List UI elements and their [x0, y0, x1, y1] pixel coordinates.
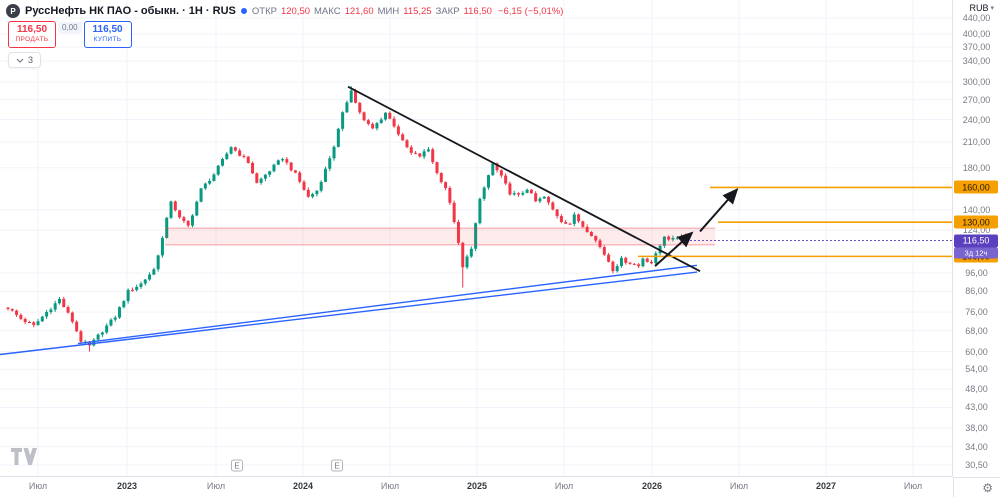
price-label-30,50: 30,50 [965, 460, 988, 470]
low-value: 115,25 [403, 5, 432, 17]
price-label-86,00: 86,00 [965, 286, 988, 297]
time-label-Июл: Июл [903, 481, 923, 491]
time-label-2025: 2025 [466, 481, 488, 491]
price-label-340,00: 340,00 [962, 56, 991, 67]
breakout-arrow-2[interactable] [699, 188, 739, 233]
candlestick-series [6, 86, 688, 352]
object-tree-toggle[interactable]: 3 [8, 52, 42, 68]
high-value: 121,60 [344, 5, 374, 17]
time-label-2027: 2027 [815, 481, 837, 491]
price-label-34,00: 34,00 [965, 441, 988, 452]
time-label-Июл: Июл [28, 481, 48, 491]
breakout-arrow-1[interactable] [654, 231, 694, 267]
event-marker[interactable]: E [231, 459, 243, 472]
open-value: 120,50 [280, 5, 311, 17]
time-label-2024: 2024 [292, 481, 314, 491]
price-label-43,00: 43,00 [965, 402, 988, 413]
resistance-zone[interactable] [165, 228, 715, 245]
price-label-240,00: 240,00 [962, 114, 991, 125]
currency-selector[interactable]: RUB ▾ [968, 3, 995, 13]
price-label-38,00: 38,00 [965, 423, 988, 434]
chevron-down-icon [16, 58, 24, 63]
time-label-Июл: Июл [206, 481, 226, 491]
sell-button[interactable]: 116,50 ПРОДАТЬ [8, 21, 56, 48]
trade-buttons: 116,50 ПРОДАТЬ 0,00 116,50 КУПИТЬ [8, 21, 132, 48]
high-label: МАКС [314, 5, 341, 17]
price-label-300,00: 300,00 [962, 77, 991, 88]
currency-label: RUB [969, 3, 989, 13]
price-label-68,00: 68,00 [965, 325, 988, 336]
grid-lines [0, 0, 953, 477]
price-axis[interactable]: RUB ▾ 440,00 400,00 370,00 340,00 300,00 270,… [952, 0, 1000, 477]
sell-price: 116,50 [16, 24, 48, 35]
open-label: ОТКР [251, 5, 277, 17]
low-label: МИН [377, 5, 400, 17]
symbol-logo[interactable]: Р [6, 4, 20, 18]
price-label-180,00: 180,00 [962, 162, 991, 173]
change-value: −6,15 (−5,01%) [497, 5, 564, 17]
ohlc-readout: ОТКР 120,50 МАКС 121,60 МИН 115,25 ЗАКР … [252, 6, 564, 17]
sell-label: ПРОДАТЬ [15, 36, 49, 43]
svg-text:E: E [234, 462, 239, 471]
ascending-trendline-2[interactable] [77, 264, 698, 345]
time-label-Июл: Июл [380, 481, 400, 491]
time-label-Июл: Июл [729, 481, 749, 491]
last-price-label: 116,50 [954, 234, 998, 248]
symbol-title[interactable]: РуссНефть НК ПАО - обыкн. · 1H · RUS [25, 5, 236, 17]
descending-trendline[interactable] [347, 85, 701, 273]
svg-text:E: E [334, 462, 339, 471]
price-axis-labels: 440,00 400,00 370,00 340,00 300,00 270,00 240,… [953, 0, 1000, 477]
object-tree-count: 3 [28, 55, 34, 65]
price-label-76,00: 76,00 [965, 307, 988, 318]
time-label-2026: 2026 [641, 481, 663, 491]
bar-countdown-label: 3д 12ч [954, 247, 998, 259]
price-label-270,00: 270,00 [962, 94, 991, 105]
price-label-140,00: 140,00 [962, 204, 991, 215]
ascending-trendline-1[interactable] [0, 271, 698, 356]
price-label-400,00: 400,00 [962, 28, 991, 39]
price-label-48,00: 48,00 [965, 384, 988, 395]
price-label-54,00: 54,00 [965, 364, 988, 375]
close-label: ЗАКР [435, 5, 460, 17]
spread-value: 0,00 [58, 22, 82, 33]
close-value: 116,50 [463, 5, 492, 17]
tradingview-logo-icon [10, 447, 37, 471]
time-label-2023: 2023 [116, 481, 138, 491]
price-label-124,00: 124,00 [962, 225, 991, 236]
symbol-header: Р РуссНефть НК ПАО - обыкн. · 1H · RUS О… [6, 4, 563, 18]
event-marker[interactable]: E [331, 459, 343, 472]
buy-button[interactable]: 116,50 КУПИТЬ [83, 21, 132, 48]
buy-label: КУПИТЬ [93, 36, 122, 43]
axis-corner: ⚙ [953, 477, 1000, 497]
price-label-96,00: 96,00 [965, 267, 988, 278]
time-label-Июл: Июл [554, 481, 574, 491]
drawing-price-label-130,00: 130,00 [954, 215, 998, 229]
time-axis[interactable]: Июл 2023 Июл 2024 Июл 2025 Июл 2026 Июл 2027 Июл [0, 476, 953, 497]
chevron-down-icon: ▾ [990, 5, 994, 12]
price-label-210,00: 210,00 [962, 136, 991, 147]
price-label-370,00: 370,00 [962, 42, 991, 53]
market-status-dot [240, 8, 247, 14]
drawing-price-label-160,00: 160,00 [954, 180, 998, 194]
settings-gear-icon[interactable]: ⚙ [982, 480, 993, 495]
price-label-60,00: 60,00 [965, 346, 988, 357]
buy-price: 116,50 [92, 24, 123, 35]
price-label-440,00: 440,00 [962, 13, 991, 23]
